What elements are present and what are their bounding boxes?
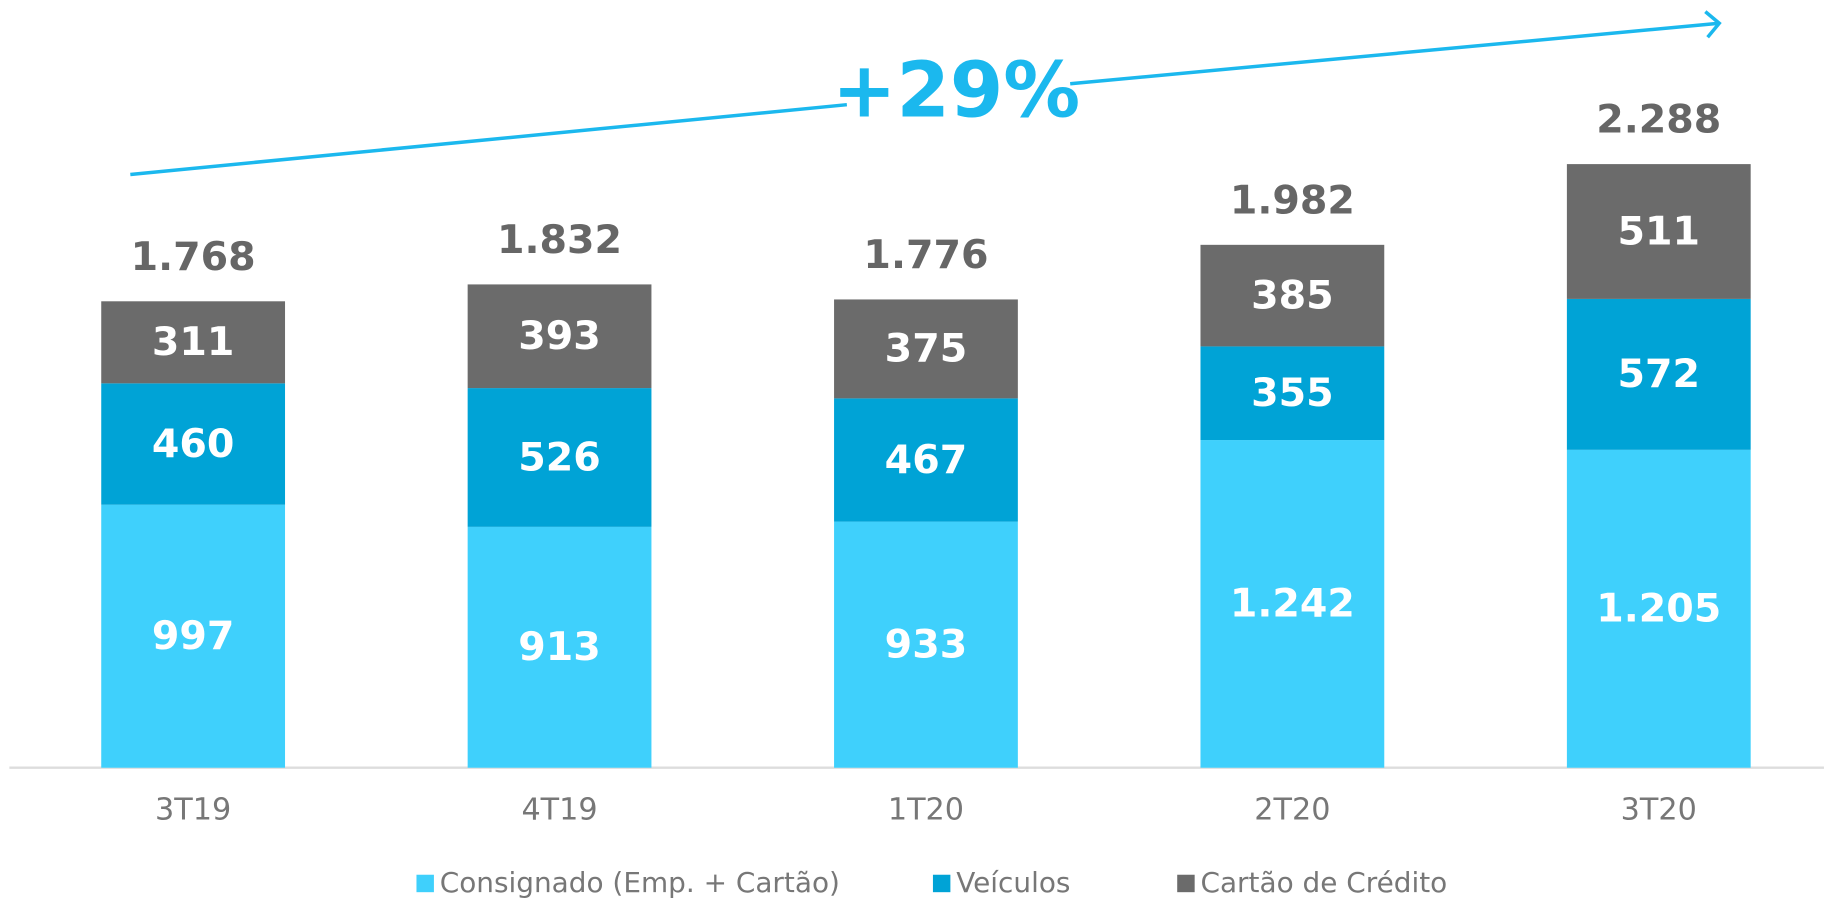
x-tick-label: 4T19	[521, 792, 597, 827]
total-label: 1.776	[863, 232, 988, 278]
total-label: 1.982	[1230, 177, 1355, 223]
bar-segment	[101, 383, 286, 505]
segment-label: 1.242	[1230, 581, 1355, 627]
bar-segment	[1200, 346, 1385, 441]
bar-segment	[1200, 244, 1385, 347]
segment-label: 460	[152, 421, 235, 467]
segment-label: 913	[518, 624, 601, 670]
x-tick-label: 3T20	[1621, 792, 1697, 827]
bar-segment	[467, 284, 652, 389]
legend-swatch	[932, 874, 951, 893]
trend-arrow	[1070, 21, 1720, 86]
total-label: 1.832	[497, 217, 622, 263]
segment-label: 1.205	[1596, 586, 1721, 632]
segment-label: 997	[152, 613, 235, 659]
segment-label: 572	[1618, 351, 1701, 397]
x-tick-label: 3T19	[155, 792, 231, 827]
legend-swatch	[416, 874, 434, 893]
x-tick-label: 1T20	[888, 792, 964, 827]
segment-label: 511	[1618, 208, 1701, 254]
legend-label: Cartão de Crédito	[1200, 866, 1447, 898]
bar-segment	[1566, 164, 1751, 299]
bar-segment	[467, 388, 652, 527]
x-tick-label: 2T20	[1254, 792, 1330, 827]
bar-segment	[467, 526, 652, 768]
total-label: 2.288	[1596, 97, 1721, 143]
growth-annotation: +29%	[832, 46, 1080, 135]
segment-label: 933	[885, 621, 968, 667]
legend-label: Veículos	[956, 866, 1070, 898]
trend-arrow	[130, 102, 848, 177]
segment-label: 526	[518, 434, 601, 480]
segment-label: 385	[1251, 272, 1334, 318]
legend-label: Consignado (Emp. + Cartão)	[440, 866, 840, 898]
bar-segment	[834, 299, 1018, 399]
arrow-head	[1704, 10, 1722, 39]
bar-segment	[101, 301, 286, 384]
bar-segment	[834, 521, 1018, 768]
segment-label: 393	[518, 313, 601, 359]
bar-segment	[834, 398, 1018, 522]
legend-swatch	[1177, 874, 1195, 893]
segment-label: 355	[1251, 370, 1334, 416]
total-label: 1.768	[131, 234, 256, 280]
segment-label: 375	[885, 326, 968, 372]
segment-label: 467	[885, 437, 968, 483]
bar-segment	[1200, 440, 1385, 768]
segment-label: 311	[152, 319, 235, 365]
bar-segment	[1566, 449, 1751, 768]
bar-segment	[1566, 298, 1751, 450]
bar-segment	[101, 504, 286, 768]
